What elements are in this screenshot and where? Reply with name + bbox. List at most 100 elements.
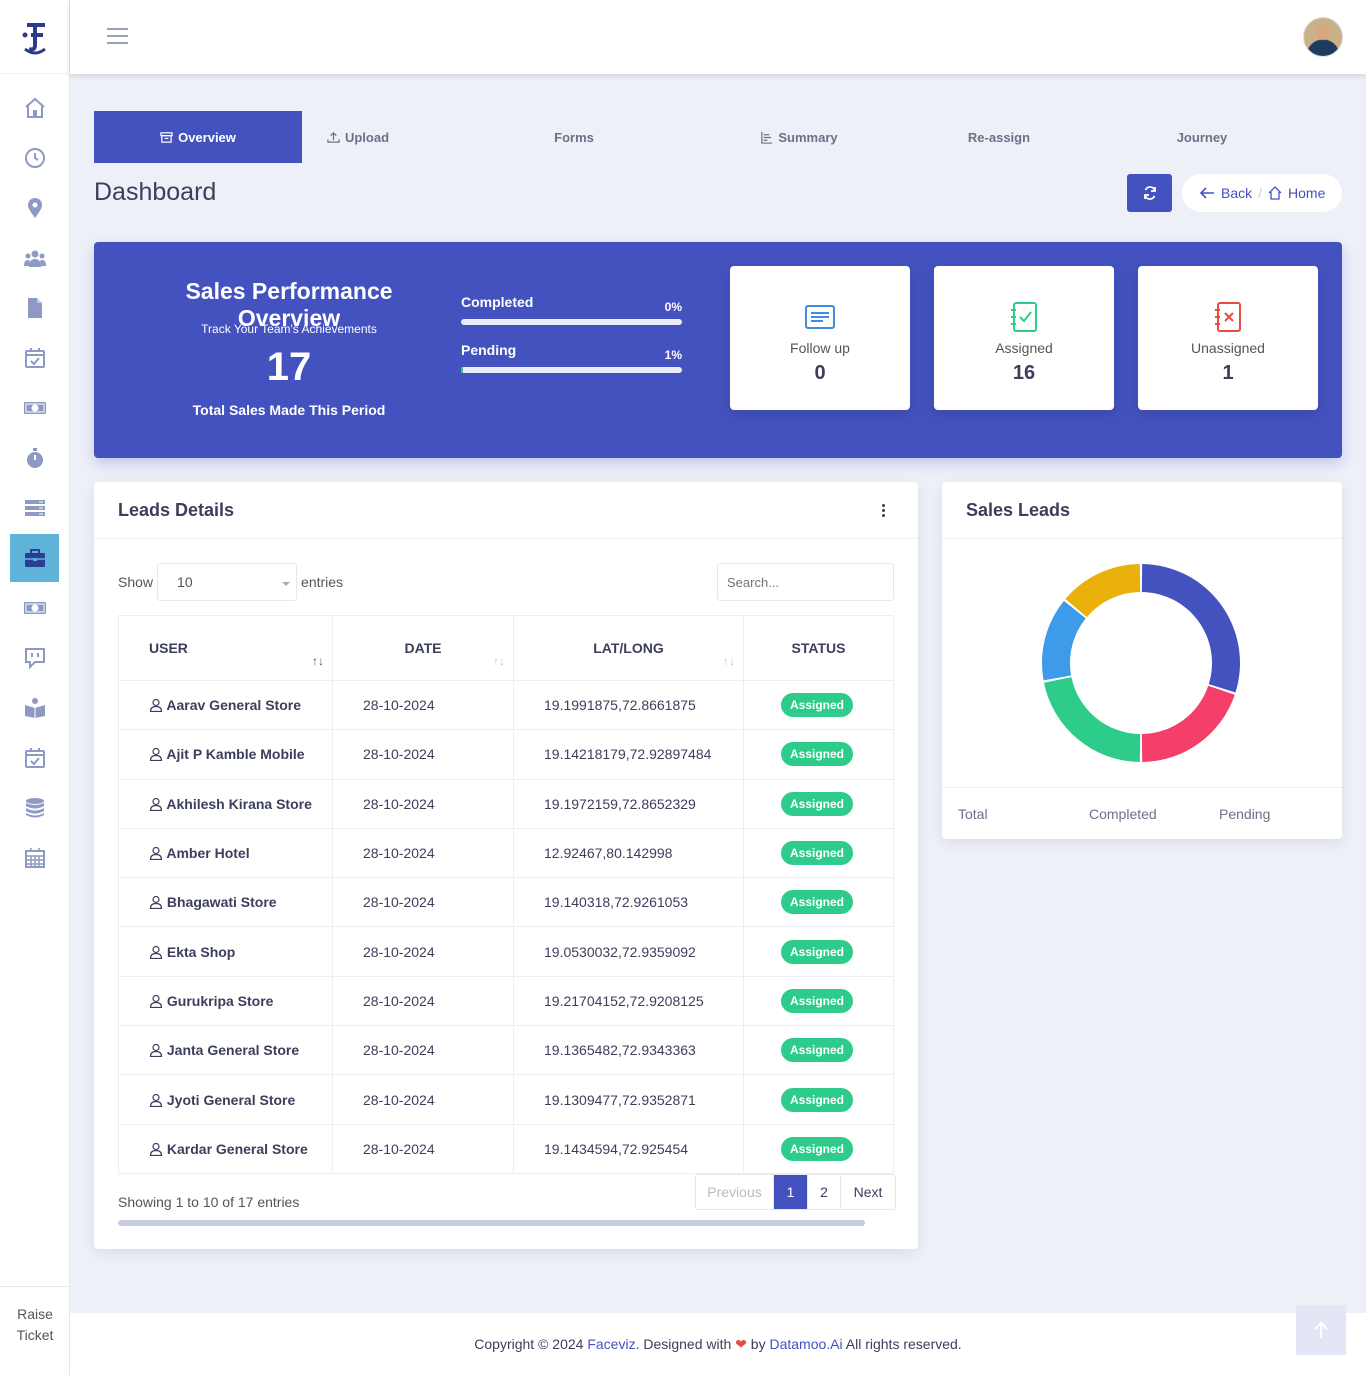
donut-segment[interactable] [1042, 600, 1086, 681]
pending-percent: 1% [664, 348, 682, 362]
cell-status: Assigned [743, 926, 894, 977]
sidebar-item-chat[interactable] [10, 634, 59, 682]
page-1-button[interactable]: 1 [774, 1175, 808, 1209]
sidebar-item-calendar-check[interactable] [10, 734, 59, 782]
raise-ticket-button[interactable]: Raise Ticket [0, 1286, 70, 1375]
horizontal-scrollbar[interactable] [118, 1220, 865, 1226]
sidebar-item-map-pin[interactable] [10, 184, 59, 232]
footer-by: by [750, 1336, 766, 1352]
sidebar-item-users[interactable] [10, 234, 59, 282]
user-name: Janta General Store [166, 1042, 300, 1059]
checklist-icon [1011, 302, 1037, 332]
footer-rights: All rights reserved. [845, 1336, 962, 1352]
column-header-latlong[interactable]: LAT/LONG ↑↓ [513, 615, 744, 681]
refresh-button[interactable] [1127, 174, 1172, 212]
tab-upload[interactable]: Upload [326, 111, 390, 163]
money-icon [23, 402, 46, 414]
legend-completed[interactable]: Completed [1089, 806, 1157, 822]
calendar-grid-icon [24, 848, 45, 868]
list-icon [24, 500, 45, 516]
app-logo[interactable] [0, 0, 70, 74]
sort-icon: ↑↓ [312, 654, 324, 668]
table-row[interactable]: Janta General Store 28-10-2024 19.1365482,… [118, 1025, 894, 1076]
donut-segment[interactable] [1141, 685, 1235, 762]
sidebar-item-file[interactable] [10, 284, 59, 332]
donut-segment[interactable] [1043, 677, 1141, 762]
footer-brand-link[interactable]: Faceviz [587, 1336, 636, 1352]
tab-overview-label: Overview [178, 129, 236, 145]
sidebar-item-money[interactable] [10, 584, 59, 632]
sidebar-item-list[interactable] [10, 484, 59, 532]
table-row[interactable]: Ajit P Kamble Mobile 28-10-2024 19.1421817… [118, 729, 894, 780]
cell-latlong: 19.140318,72.9261053 [513, 877, 744, 928]
pending-label: Pending [461, 342, 517, 358]
back-link[interactable]: Back [1221, 185, 1253, 201]
sidebar-item-home[interactable] [10, 84, 59, 132]
home-link[interactable]: Home [1288, 185, 1326, 201]
user-avatar[interactable] [1303, 17, 1343, 57]
map-pin-icon [27, 198, 42, 218]
cell-date: 28-10-2024 [332, 1123, 514, 1174]
tab-journey[interactable]: Journey [1172, 111, 1232, 163]
column-latlong-label: LAT/LONG [593, 640, 664, 656]
stat-card-follow-up[interactable]: Follow up 0 [730, 266, 910, 410]
column-user-label: USER [149, 640, 188, 656]
sidebar-item-calendar-grid[interactable] [10, 834, 59, 882]
tab-reassign[interactable]: Re-assign [964, 111, 1034, 163]
table-row[interactable]: Bhagawati Store 28-10-2024 19.140318,72.92… [118, 877, 894, 928]
table-row[interactable]: Aarav General Store 28-10-2024 19.1991875,… [118, 679, 894, 731]
table-row[interactable]: Amber Hotel 28-10-2024 12.92467,80.142998 A… [118, 827, 894, 879]
menu-toggle-icon[interactable] [107, 28, 128, 44]
sidebar-item-stopwatch[interactable] [10, 434, 59, 482]
user-name: Gurukripa Store [166, 992, 274, 1009]
donut-segment[interactable] [1141, 564, 1240, 693]
user-name: Ajit P Kamble Mobile [166, 746, 305, 763]
tab-overview[interactable]: Overview [94, 111, 302, 163]
sidebar-item-calendar-check[interactable] [10, 334, 59, 382]
page-2-button[interactable]: 2 [808, 1175, 841, 1209]
raise-ticket-label-2: Ticket [16, 1327, 54, 1343]
summary-icon [761, 131, 773, 144]
table-row[interactable]: Gurukripa Store 28-10-2024 19.21704152,72.… [118, 975, 894, 1027]
legend-total[interactable]: Total [958, 806, 988, 822]
sidebar-item-database[interactable] [10, 784, 59, 832]
completed-progress: Completed 0% [461, 294, 682, 325]
table-row[interactable]: Akhilesh Kirana Store 28-10-2024 19.197215… [118, 778, 894, 829]
column-header-date[interactable]: DATE ↑↓ [332, 615, 514, 681]
cell-latlong: 19.1972159,72.8652329 [513, 778, 744, 829]
sidebar-item-book[interactable] [10, 684, 59, 732]
tab-forms[interactable]: Forms [544, 111, 604, 163]
column-header-status[interactable]: STATUS [743, 615, 894, 681]
sidebar-item-clock[interactable] [10, 134, 59, 182]
calendar-check-icon [24, 348, 45, 368]
cell-status: Assigned [743, 1074, 894, 1125]
entries-select[interactable]: 10 [157, 563, 298, 601]
pending-progress-fill [461, 367, 464, 373]
user-icon [149, 994, 163, 1009]
footer-company-link[interactable]: Datamoo.Ai [769, 1336, 843, 1352]
faceviz-logo-icon [22, 22, 46, 54]
table-row[interactable]: Jyoti General Store 28-10-2024 19.1309477,… [118, 1074, 894, 1125]
status-badge: Assigned [781, 841, 854, 866]
sidebar-item-money[interactable] [10, 384, 59, 432]
total-sales-caption: Total Sales Made This Period [192, 402, 386, 418]
status-badge: Assigned [781, 791, 854, 816]
next-page-button[interactable]: Next [853, 1184, 883, 1200]
previous-page-button[interactable]: Previous [696, 1175, 774, 1209]
cell-date: 28-10-2024 [332, 926, 514, 977]
table-row[interactable]: Ekta Shop 28-10-2024 19.0530032,72.9359092… [118, 926, 894, 977]
table-row[interactable]: Kardar General Store 28-10-2024 19.1434594… [118, 1123, 894, 1174]
stat-unassigned-value: 1 [1222, 362, 1234, 384]
search-input[interactable] [717, 563, 894, 601]
column-header-user[interactable]: USER ↑↓ [118, 615, 333, 681]
more-options-icon[interactable] [882, 504, 886, 519]
column-status-label: STATUS [791, 640, 846, 656]
sidebar-item-briefcase[interactable] [10, 534, 59, 582]
stat-card-unassigned[interactable]: Unassigned 1 [1138, 266, 1318, 410]
stat-card-assigned[interactable]: Assigned 16 [934, 266, 1114, 410]
heart-icon: ❤ [735, 1336, 747, 1352]
legend-pending[interactable]: Pending [1219, 806, 1271, 822]
tab-summary[interactable]: Summary [760, 111, 838, 163]
scroll-to-top-button[interactable] [1296, 1305, 1346, 1355]
donut-segment[interactable] [1065, 564, 1141, 618]
